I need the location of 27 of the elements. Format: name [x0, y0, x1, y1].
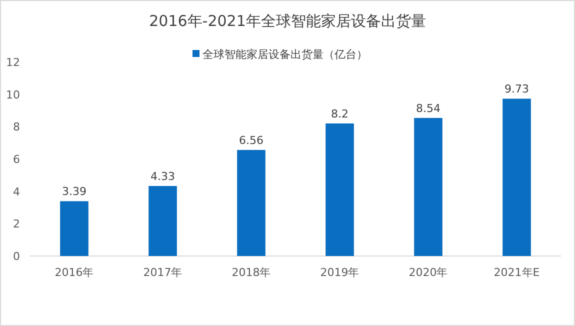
x-tick-label: 2019年 — [320, 266, 360, 279]
bar — [237, 150, 266, 256]
x-tick-label: 2021年E — [494, 266, 540, 279]
bar — [148, 186, 177, 256]
x-tick-label: 2020年 — [408, 266, 448, 279]
data-label: 3.39 — [62, 185, 86, 198]
data-label: 8.54 — [416, 102, 440, 115]
bar — [60, 201, 88, 256]
y-tick-label: 8 — [13, 120, 20, 134]
data-label: 6.56 — [239, 134, 264, 147]
y-tick-label: 2 — [13, 218, 20, 231]
data-label: 9.73 — [504, 82, 529, 96]
y-tick-label: 4 — [13, 185, 20, 198]
y-tick-label: 12 — [6, 56, 20, 69]
y-tick-label: 10 — [6, 88, 20, 102]
chart-title: 2016年-2021年全球智能家居设备出货量 — [149, 12, 426, 30]
data-label: 4.33 — [150, 170, 175, 183]
bar — [502, 98, 531, 256]
x-tick-label: 2017年 — [143, 266, 182, 279]
bar — [414, 118, 442, 256]
bar — [326, 123, 354, 256]
x-tick-label: 2018年 — [232, 266, 271, 279]
y-tick-label: 6 — [13, 153, 20, 166]
y-tick-label: 0 — [13, 250, 20, 263]
x-tick-label: 2016年 — [54, 266, 94, 279]
data-label: 8.2 — [331, 107, 348, 120]
legend-label: 全球智能家居设备出货量（亿台） — [202, 48, 368, 61]
